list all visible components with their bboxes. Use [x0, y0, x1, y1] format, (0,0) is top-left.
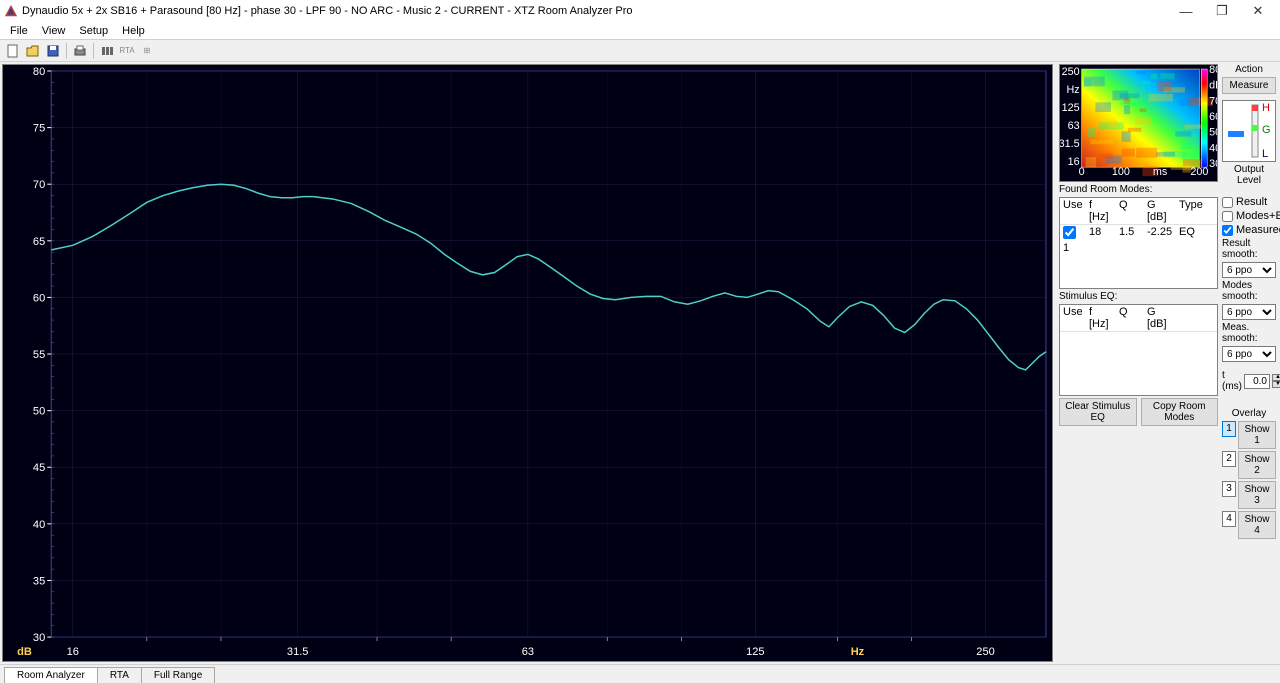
- chart-area: 30 35 40 45 50 55 60 65 70 75 80 16 31.5 63 125 250 dB Hz: [0, 62, 1055, 664]
- svg-text:G: G: [1262, 124, 1271, 136]
- open-icon[interactable]: [24, 42, 42, 60]
- overlay-slot-4[interactable]: 4: [1222, 511, 1236, 527]
- overlay-label: Overlay: [1222, 408, 1276, 419]
- spin-up-icon[interactable]: ▲: [1272, 374, 1280, 381]
- svg-text:40: 40: [33, 519, 45, 531]
- output-level-label: Output Level: [1222, 164, 1276, 186]
- menu-file[interactable]: File: [4, 25, 34, 37]
- overlay-slot-2[interactable]: 2: [1222, 451, 1236, 467]
- menu-view[interactable]: View: [36, 25, 72, 37]
- svg-text:70: 70: [33, 179, 45, 191]
- svg-text:35: 35: [33, 575, 45, 587]
- output-level-meter: H G L: [1222, 100, 1276, 162]
- svg-text:70: 70: [1209, 95, 1217, 107]
- t-ms-input[interactable]: [1244, 374, 1270, 389]
- spin-down-icon[interactable]: ▼: [1272, 381, 1280, 388]
- tab-full-range[interactable]: Full Range: [141, 667, 215, 683]
- svg-text:60: 60: [1209, 111, 1217, 123]
- svg-text:55: 55: [33, 349, 45, 361]
- action-label: Action: [1222, 64, 1276, 75]
- svg-text:60: 60: [33, 292, 45, 304]
- stimulus-eq-label: Stimulus EQ:: [1059, 291, 1218, 302]
- settings-icon[interactable]: [98, 42, 116, 60]
- svg-text:125: 125: [1062, 102, 1080, 114]
- stimulus-eq-table: Use f [Hz] Q G [dB]: [1059, 304, 1218, 396]
- svg-text:125: 125: [746, 646, 764, 658]
- measured-checkbox[interactable]: [1222, 225, 1233, 236]
- window-title: Dynaudio 5x + 2x SB16 + Parasound [80 Hz…: [22, 5, 1168, 17]
- modes-smooth-select[interactable]: 6 ppo: [1222, 304, 1276, 320]
- result-smooth-select[interactable]: 6 ppo: [1222, 262, 1276, 278]
- svg-text:100: 100: [1112, 166, 1130, 178]
- svg-text:200: 200: [1190, 166, 1208, 178]
- minimize-button[interactable]: —: [1168, 4, 1204, 19]
- svg-text:50: 50: [1209, 127, 1217, 139]
- svg-text:80: 80: [33, 66, 45, 78]
- meas-smooth-select[interactable]: 6 ppo: [1222, 346, 1276, 362]
- save-icon[interactable]: [44, 42, 62, 60]
- frequency-response-chart[interactable]: 30 35 40 45 50 55 60 65 70 75 80 16 31.5 63 125 250 dB Hz: [2, 64, 1053, 662]
- toolbar: RTA ⊞: [0, 40, 1280, 62]
- maximize-button[interactable]: ❐: [1204, 3, 1240, 19]
- right-panel: 250Hz1256331.5160100ms20080dB7060504030 …: [1055, 62, 1280, 664]
- app-icon: [4, 4, 18, 18]
- svg-text:40: 40: [1209, 142, 1217, 154]
- table-row[interactable]: 1 18 1.5 -2.25 EQ: [1060, 225, 1217, 255]
- svg-text:63: 63: [522, 646, 534, 658]
- print-icon[interactable]: [71, 42, 89, 60]
- svg-text:H: H: [1262, 102, 1270, 114]
- copy-room-modes-button[interactable]: Copy Room Modes: [1141, 398, 1219, 426]
- svg-text:Hz: Hz: [1066, 84, 1079, 96]
- svg-text:30: 30: [1209, 158, 1217, 170]
- measure-button[interactable]: Measure: [1222, 77, 1276, 94]
- show-overlay-3-button[interactable]: Show 3: [1238, 481, 1276, 509]
- svg-text:16: 16: [67, 646, 79, 658]
- svg-text:31.5: 31.5: [1060, 138, 1080, 150]
- show-overlay-4-button[interactable]: Show 4: [1238, 511, 1276, 539]
- menu-setup[interactable]: Setup: [73, 25, 114, 37]
- room-modes-table: Use f [Hz] Q G [dB] Type 1 18 1.5 -2.25 …: [1059, 197, 1218, 289]
- svg-text:75: 75: [33, 123, 45, 135]
- svg-text:50: 50: [33, 406, 45, 418]
- svg-text:Hz: Hz: [851, 646, 865, 658]
- grid-icon[interactable]: ⊞: [138, 42, 156, 60]
- overlay-slot-1[interactable]: 1: [1222, 421, 1236, 437]
- show-overlay-1-button[interactable]: Show 1: [1238, 421, 1276, 449]
- show-overlay-2-button[interactable]: Show 2: [1238, 451, 1276, 479]
- tab-rta[interactable]: RTA: [97, 667, 142, 683]
- svg-text:45: 45: [33, 462, 45, 474]
- new-icon[interactable]: [4, 42, 22, 60]
- clear-stimulus-button[interactable]: Clear Stimulus EQ: [1059, 398, 1137, 426]
- bottom-tabs: Room Analyzer RTA Full Range: [0, 664, 1280, 683]
- svg-text:dB: dB: [17, 646, 32, 658]
- svg-text:80: 80: [1209, 65, 1217, 76]
- rta-icon[interactable]: RTA: [118, 42, 136, 60]
- svg-text:0: 0: [1079, 166, 1085, 178]
- menubar: File View Setup Help: [0, 22, 1280, 40]
- spectrogram[interactable]: 250Hz1256331.5160100ms20080dB7060504030: [1059, 64, 1218, 182]
- svg-text:L: L: [1262, 148, 1268, 160]
- menu-help[interactable]: Help: [116, 25, 151, 37]
- overlay-slot-3[interactable]: 3: [1222, 481, 1236, 497]
- svg-text:63: 63: [1068, 120, 1080, 132]
- modes-eq-checkbox[interactable]: [1222, 211, 1233, 222]
- svg-text:250: 250: [1062, 66, 1080, 78]
- room-modes-label: Found Room Modes:: [1059, 184, 1218, 195]
- svg-text:30: 30: [33, 632, 45, 644]
- svg-text:250: 250: [976, 646, 994, 658]
- mode-use-checkbox[interactable]: [1063, 226, 1076, 239]
- svg-text:65: 65: [33, 236, 45, 248]
- result-checkbox[interactable]: [1222, 197, 1233, 208]
- svg-text:ms: ms: [1153, 166, 1167, 178]
- close-button[interactable]: ✕: [1240, 3, 1276, 19]
- svg-text:31.5: 31.5: [287, 646, 309, 658]
- tab-room-analyzer[interactable]: Room Analyzer: [4, 667, 98, 683]
- svg-text:dB: dB: [1209, 80, 1217, 92]
- titlebar: Dynaudio 5x + 2x SB16 + Parasound [80 Hz…: [0, 0, 1280, 22]
